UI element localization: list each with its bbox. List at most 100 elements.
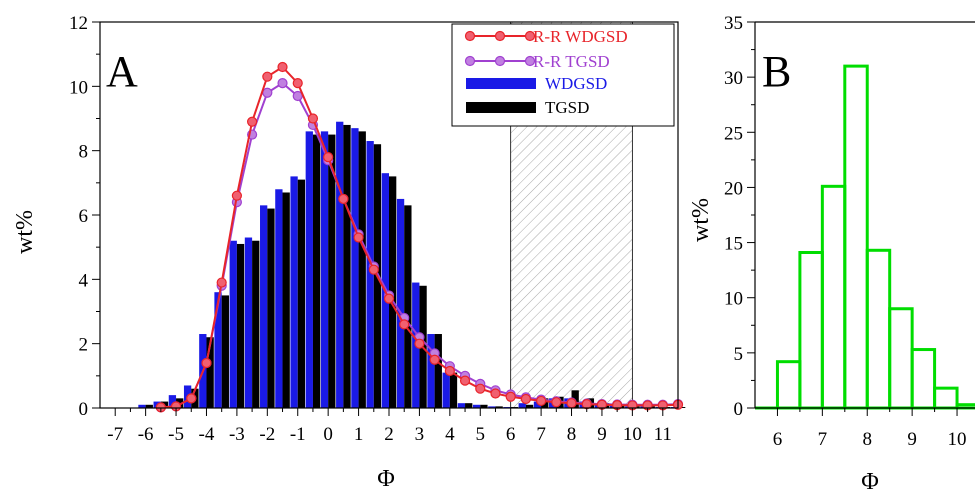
rosin-rammler-curves xyxy=(155,61,684,413)
y-tick-label: 0 xyxy=(734,399,744,420)
x-tick-label: 9 xyxy=(597,424,607,445)
x-tick-label: 8 xyxy=(567,424,577,445)
x-tick-label: 11 xyxy=(654,424,672,445)
bar-wdgsd xyxy=(396,198,405,408)
bar-wdgsd xyxy=(442,372,450,408)
y-axis-ticks-b: 0 5 10 15 20 25 30 35 xyxy=(724,13,755,420)
bar-tgsd xyxy=(328,134,336,409)
x-tick-label: -2 xyxy=(259,424,275,445)
y-tick-label: 0 xyxy=(79,399,89,420)
bar-wdgsd xyxy=(275,189,283,408)
bar-wdgsd xyxy=(214,292,222,408)
point-rr-wdgsd xyxy=(368,264,379,275)
y-tick-label: 4 xyxy=(79,270,89,291)
bar-wdgsd xyxy=(533,401,542,408)
bar-tgsd xyxy=(221,295,229,408)
point-rr-wdgsd xyxy=(247,116,258,127)
point-rr-wdgsd xyxy=(429,354,440,365)
x-tick-label: -3 xyxy=(229,424,245,445)
bar-tgsd xyxy=(358,131,366,408)
point-rr-wdgsd xyxy=(566,398,577,409)
x-tick-label: 10 xyxy=(623,424,642,445)
panel-label-a: A xyxy=(106,47,138,96)
point-rr-tgsd xyxy=(277,78,288,89)
y-tick-label: 15 xyxy=(724,234,743,255)
x-tick-label: 5 xyxy=(476,424,486,445)
y-tick-label: 5 xyxy=(734,344,744,365)
bar-wdgsd xyxy=(320,131,329,408)
y-tick-label: 2 xyxy=(79,335,89,356)
x-axis-title-a: Φ xyxy=(377,466,395,492)
legend-label-rr-tgsd: R-R TGSD xyxy=(533,52,610,71)
bar-b xyxy=(888,307,914,410)
bar-wdgsd xyxy=(244,237,253,408)
point-rr-wdgsd xyxy=(551,397,562,408)
bar-b xyxy=(775,360,802,410)
x-tick-label: 3 xyxy=(415,424,425,445)
x-tick-label: 2 xyxy=(384,424,394,445)
legend-item-wdgsd: WDGSD xyxy=(466,74,607,93)
bar-b xyxy=(865,248,892,410)
bar-wdgsd xyxy=(305,131,313,408)
point-rr-wdgsd xyxy=(231,190,242,201)
bar-tgsd xyxy=(206,337,214,408)
bar-wdgsd xyxy=(260,205,268,408)
bar-b xyxy=(843,64,869,410)
y-tick-label: 30 xyxy=(724,68,743,89)
x-tick-label: 0 xyxy=(323,424,333,445)
histogram-bars-b xyxy=(755,64,975,410)
x-tick-label: 9 xyxy=(907,429,917,450)
y-tick-label: 12 xyxy=(69,13,88,34)
point-rr-wdgsd xyxy=(490,388,501,399)
bar-wdgsd xyxy=(488,406,496,408)
point-rr-wdgsd xyxy=(459,375,471,386)
bar-tgsd xyxy=(267,208,275,408)
bar-tgsd xyxy=(465,403,473,408)
bar-tgsd xyxy=(297,179,306,408)
y-tick-label: 20 xyxy=(724,178,743,199)
point-rr-wdgsd xyxy=(383,293,395,304)
bar-wdgsd xyxy=(290,176,298,408)
point-rr-wdgsd xyxy=(536,395,547,407)
bar-b xyxy=(933,386,959,410)
point-rr-wdgsd xyxy=(414,338,425,349)
point-rr-wdgsd xyxy=(307,113,319,124)
point-rr-wdgsd xyxy=(505,391,516,402)
bar-tgsd xyxy=(312,134,321,409)
point-rr-wdgsd xyxy=(277,61,288,73)
x-tick-label: 6 xyxy=(506,424,516,445)
legend-item-rr-tgsd: R-R TGSD xyxy=(464,52,610,71)
legend-a: R-R WDGSD R-R TGSD WDGSD TGSD xyxy=(451,23,675,127)
x-tick-label: 7 xyxy=(818,429,828,450)
legend-item-rr-wdgsd: R-R WDGSD xyxy=(464,27,628,46)
x-tick-label: -4 xyxy=(199,424,215,445)
bar-b xyxy=(820,184,847,410)
bar-tgsd xyxy=(449,372,458,408)
bar-wdgsd xyxy=(366,141,374,408)
y-axis-title-a: wt% xyxy=(12,210,38,254)
x-axis-title-b: Φ xyxy=(861,469,879,494)
bar-wdgsd xyxy=(472,404,481,408)
bar-wdgsd xyxy=(168,395,177,408)
x-tick-label: 8 xyxy=(862,429,872,450)
point-rr-wdgsd xyxy=(262,71,273,82)
x-tick-label: -7 xyxy=(107,424,123,445)
point-rr-wdgsd xyxy=(292,78,303,89)
bar-tgsd xyxy=(236,243,245,408)
y-tick-label: 35 xyxy=(724,13,743,34)
bar-tgsd xyxy=(495,406,503,408)
y-tick-label: 8 xyxy=(79,142,89,163)
bar-tgsd xyxy=(343,124,351,408)
point-rr-wdgsd xyxy=(399,319,410,330)
y-tick-label: 25 xyxy=(724,123,743,144)
bar-wdgsd xyxy=(518,403,526,408)
bar-tgsd xyxy=(282,192,290,408)
bar-tgsd xyxy=(252,240,260,408)
point-rr-tgsd xyxy=(262,87,273,98)
legend-label-tgsd: TGSD xyxy=(545,98,589,117)
legend-label-rr-wdgsd: R-R WDGSD xyxy=(533,27,628,46)
point-rr-wdgsd xyxy=(475,383,486,394)
bar-tgsd xyxy=(480,404,488,408)
